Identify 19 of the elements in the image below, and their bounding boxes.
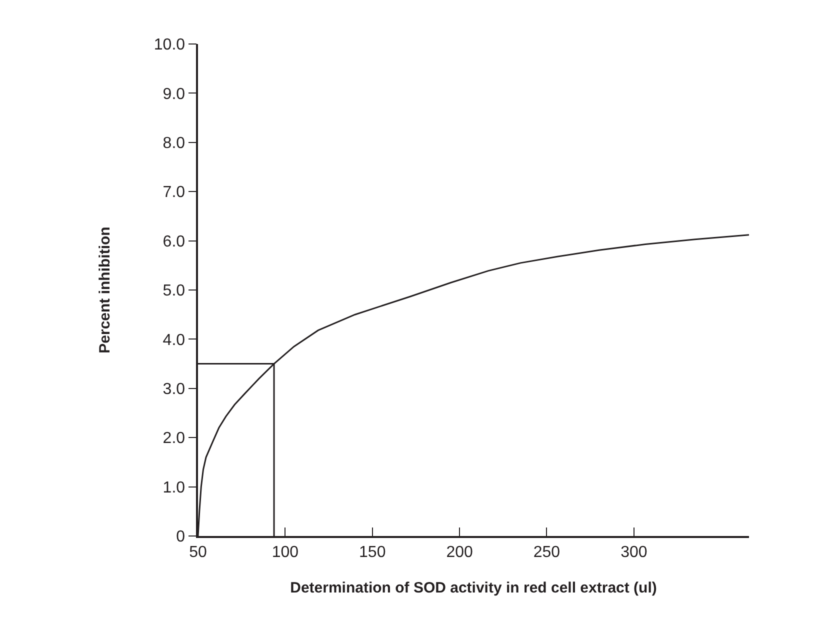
y-tick-label: 10.0	[154, 36, 186, 54]
x-tick-label: 250	[533, 544, 560, 561]
y-axis-title: Percent inhibition	[96, 226, 114, 354]
y-tick-label: 0	[176, 528, 186, 546]
y-tick-label: 2.0	[162, 430, 186, 448]
y-tick-label: 7.0	[162, 184, 186, 202]
y-tick-label: 5.0	[162, 282, 186, 300]
x-tick-label: 300	[620, 544, 648, 561]
x-tick-label: 200	[446, 544, 473, 561]
x-tick-label: 150	[359, 544, 386, 561]
x-axis-title: Determination of SOD activity in red cell extract (ul)	[290, 579, 657, 596]
y-tick-label: 1.0	[162, 479, 186, 496]
x-tick-label: 50	[189, 544, 207, 561]
y-tick-label: 6.0	[162, 233, 186, 250]
y-tick-label: 3.0	[162, 381, 186, 398]
y-tick-label: 4.0	[162, 332, 186, 349]
y-tick-label: 8.0	[162, 135, 186, 152]
x-tick-label: 100	[272, 544, 299, 561]
y-tick-label: 9.0	[162, 86, 186, 103]
